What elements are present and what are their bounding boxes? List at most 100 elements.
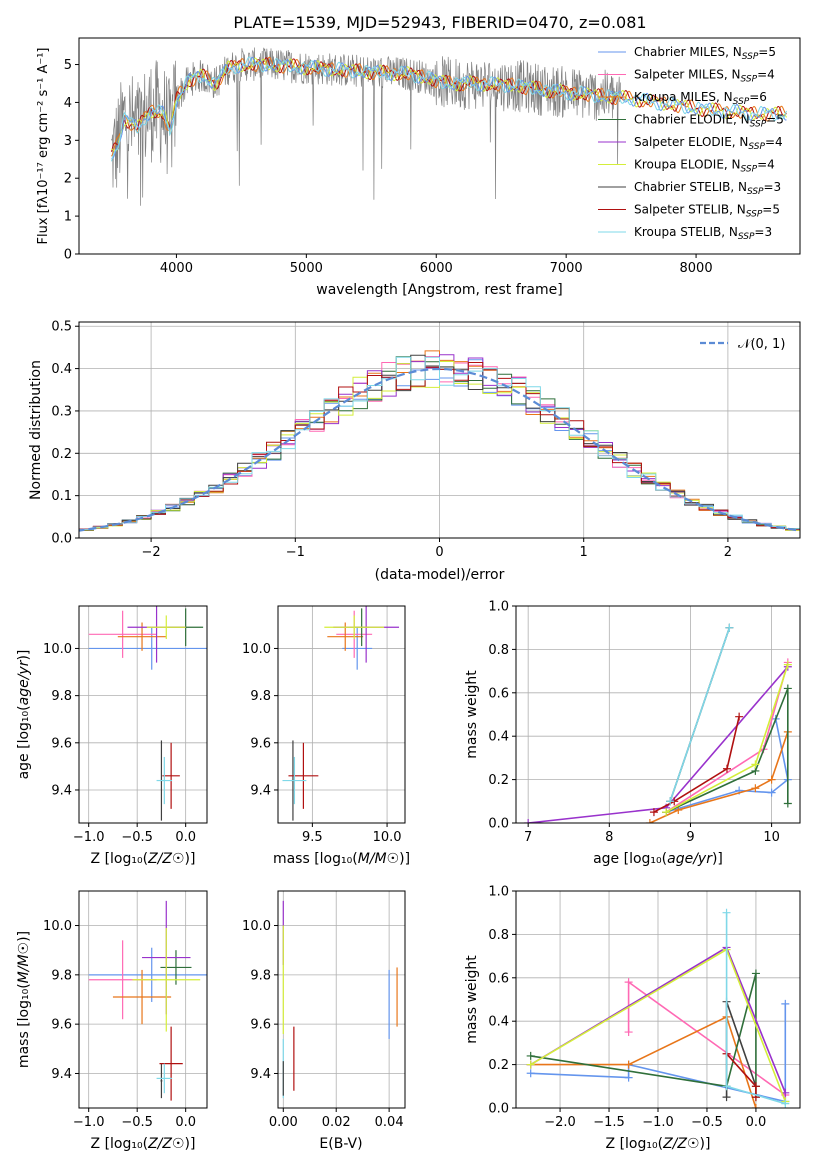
plot-area [88,606,207,821]
series-marker-chabrier_miles [781,999,790,1008]
series-marker-kroupa_miles [645,819,654,823]
y-tick-label: 2 [64,172,72,187]
series-marker-kroupa_elodie [751,760,760,769]
legend-eq: =5 [762,203,780,217]
series-marker-chabrier_miles [526,1069,535,1078]
x-tick-label: 7 [524,830,532,845]
x-tick-label: 0.0 [175,1115,196,1130]
series-line-kroupa_miles [530,1015,757,1108]
legend-entry: Salpeter STELIB, NSSP=5 [634,203,780,220]
x-axis-label: Z [log₁₀(Z/Z☉)] [91,851,196,867]
y-tick-label: 0.8 [488,643,509,658]
legend-eq: =6 [749,90,767,104]
axes-frame [78,605,208,824]
legend-entry: Chabrier MILES, NSSP=5 [634,45,776,62]
x-axis-label: Z [log₁₀(Z/Z☉)] [606,1136,711,1152]
x-tick-label: −1 [286,545,305,560]
model-spectrum-salpeter_stelib [111,57,787,152]
label-part: Z [log₁₀( [606,1136,664,1152]
y-tick-label: 0.3 [51,404,72,419]
series-marker-salpeter_stelib [751,1082,760,1091]
legend-eq: =5 [758,45,776,59]
y-tick-label: 9.6 [250,1018,271,1033]
y-tick-label: 3 [64,134,72,149]
x-tick-label: −2.0 [544,1115,576,1130]
series-marker-chabrier_elodie [751,969,760,978]
series-marker-salpeter_stelib [735,712,744,721]
model-spectrum-chabrier_miles [111,56,787,160]
x-tick-label: 9.5 [302,830,323,845]
legend-entry: 𝒩(0, 1) [738,337,785,352]
y-tick-label: 0 [64,248,72,263]
legend-entry: Salpeter ELODIE, NSSP=4 [634,135,783,152]
residual-histogram-panel: −2 −1 0 1 2 0.0 0.1 0.2 0.3 0.4 0.5 (data-model)/er… [28,320,801,583]
y-tick-label: 9.6 [51,736,72,751]
label-part: M/M☉ [16,942,32,983]
y-tick-label: 10.0 [43,642,72,657]
y-tick-label: 9.4 [51,1067,72,1082]
x-tick-label: 0 [435,545,443,560]
y-tick-label: 1.0 [488,600,509,615]
label-part: Z/Z☉ [662,1136,699,1152]
series-marker-chabrier_miles [624,1073,633,1082]
y-tick-label: 0.2 [488,773,509,788]
x-tick-label: 7000 [550,261,583,276]
series-marker-kroupa_miles [767,775,776,784]
x-tick-label: −1.0 [73,830,105,845]
model-spectrum-kroupa_stelib [111,56,787,162]
x-tick-label: 4000 [160,261,193,276]
legend-entry: Kroupa MILES, NSSP=6 [634,90,767,107]
legend-entry: Chabrier ELODIE, NSSP=5 [634,113,784,130]
label-part: )] [700,1136,711,1152]
x-tick-label: −2 [142,545,161,560]
x-axis-label: wavelength [Angstrom, rest frame] [316,282,562,298]
plot-area [282,900,398,1099]
legend-text: Salpeter ELODIE, N [634,135,748,149]
series-marker-chabrier_stelib [722,1093,731,1102]
y-tick-label: 9.8 [250,689,271,704]
x-tick-label: 5000 [290,261,323,276]
y-axis-label: mass weight [464,955,480,1044]
y-tick-label: 9.4 [250,783,271,798]
y-tick-label: 10.0 [242,642,271,657]
label-part: )] [712,851,723,867]
series-marker-chabrier_elodie [783,684,792,693]
series-line-salpeter_elodie [528,666,789,823]
y-axis-label: mass weight [464,670,480,759]
series-marker-salpeter_elodie [524,819,533,823]
y-tick-label: 9.8 [250,968,271,983]
x-tick-label: 0.04 [375,1115,404,1130]
axes-frame [515,605,801,824]
plot-area [88,900,207,1101]
x-tick-label: 8 [605,830,613,845]
y-tick-label: 0.6 [488,686,509,701]
series-marker-kroupa_elodie [526,1060,535,1069]
y-tick-label: 1.0 [488,885,509,900]
x-axis-label: mass [log₁₀(M/M☉)] [273,851,410,867]
y-tick-label: 0.2 [488,1058,509,1073]
x-tick-label: −0.5 [121,830,153,845]
y-tick-label: 9.6 [250,736,271,751]
metallicity-age-panel: −1.0 −0.5 0.09.49.69.810.0Z [log₁₀(Z/Z☉)]a… [16,605,208,867]
y-tick-label: 9.8 [51,968,72,983]
x-tick-label: 0.00 [269,1115,298,1130]
y-tick-label: 5 [64,58,72,73]
series-marker-kroupa_miles [751,1104,760,1108]
legend-eq: =4 [765,135,783,149]
y-tick-label: 9.4 [51,783,72,798]
label-part: Z/Z☉ [147,851,184,867]
y-tick-label: 0.4 [51,362,72,377]
label-part: age/yr [16,659,32,705]
series-marker-kroupa_elodie [662,808,671,817]
y-axis-label: mass [log₁₀(M/M☉)] [16,931,32,1068]
legend-eq: =4 [757,158,775,172]
label-part: mass [log₁₀( [273,851,358,867]
legend-sub: SSP [733,97,750,107]
y-tick-label: 0.4 [488,730,509,745]
x-tick-label: 1 [580,545,588,560]
metallicity-mass-panel: −1.0 −0.5 0.09.49.69.810.0Z [log₁₀(Z/Z☉)]m… [16,890,208,1152]
gaussian-reference-line [79,367,800,532]
x-tick-label: −0.5 [121,1115,153,1130]
x-tick-label: 2 [724,545,732,560]
y-tick-label: 4 [64,96,72,111]
